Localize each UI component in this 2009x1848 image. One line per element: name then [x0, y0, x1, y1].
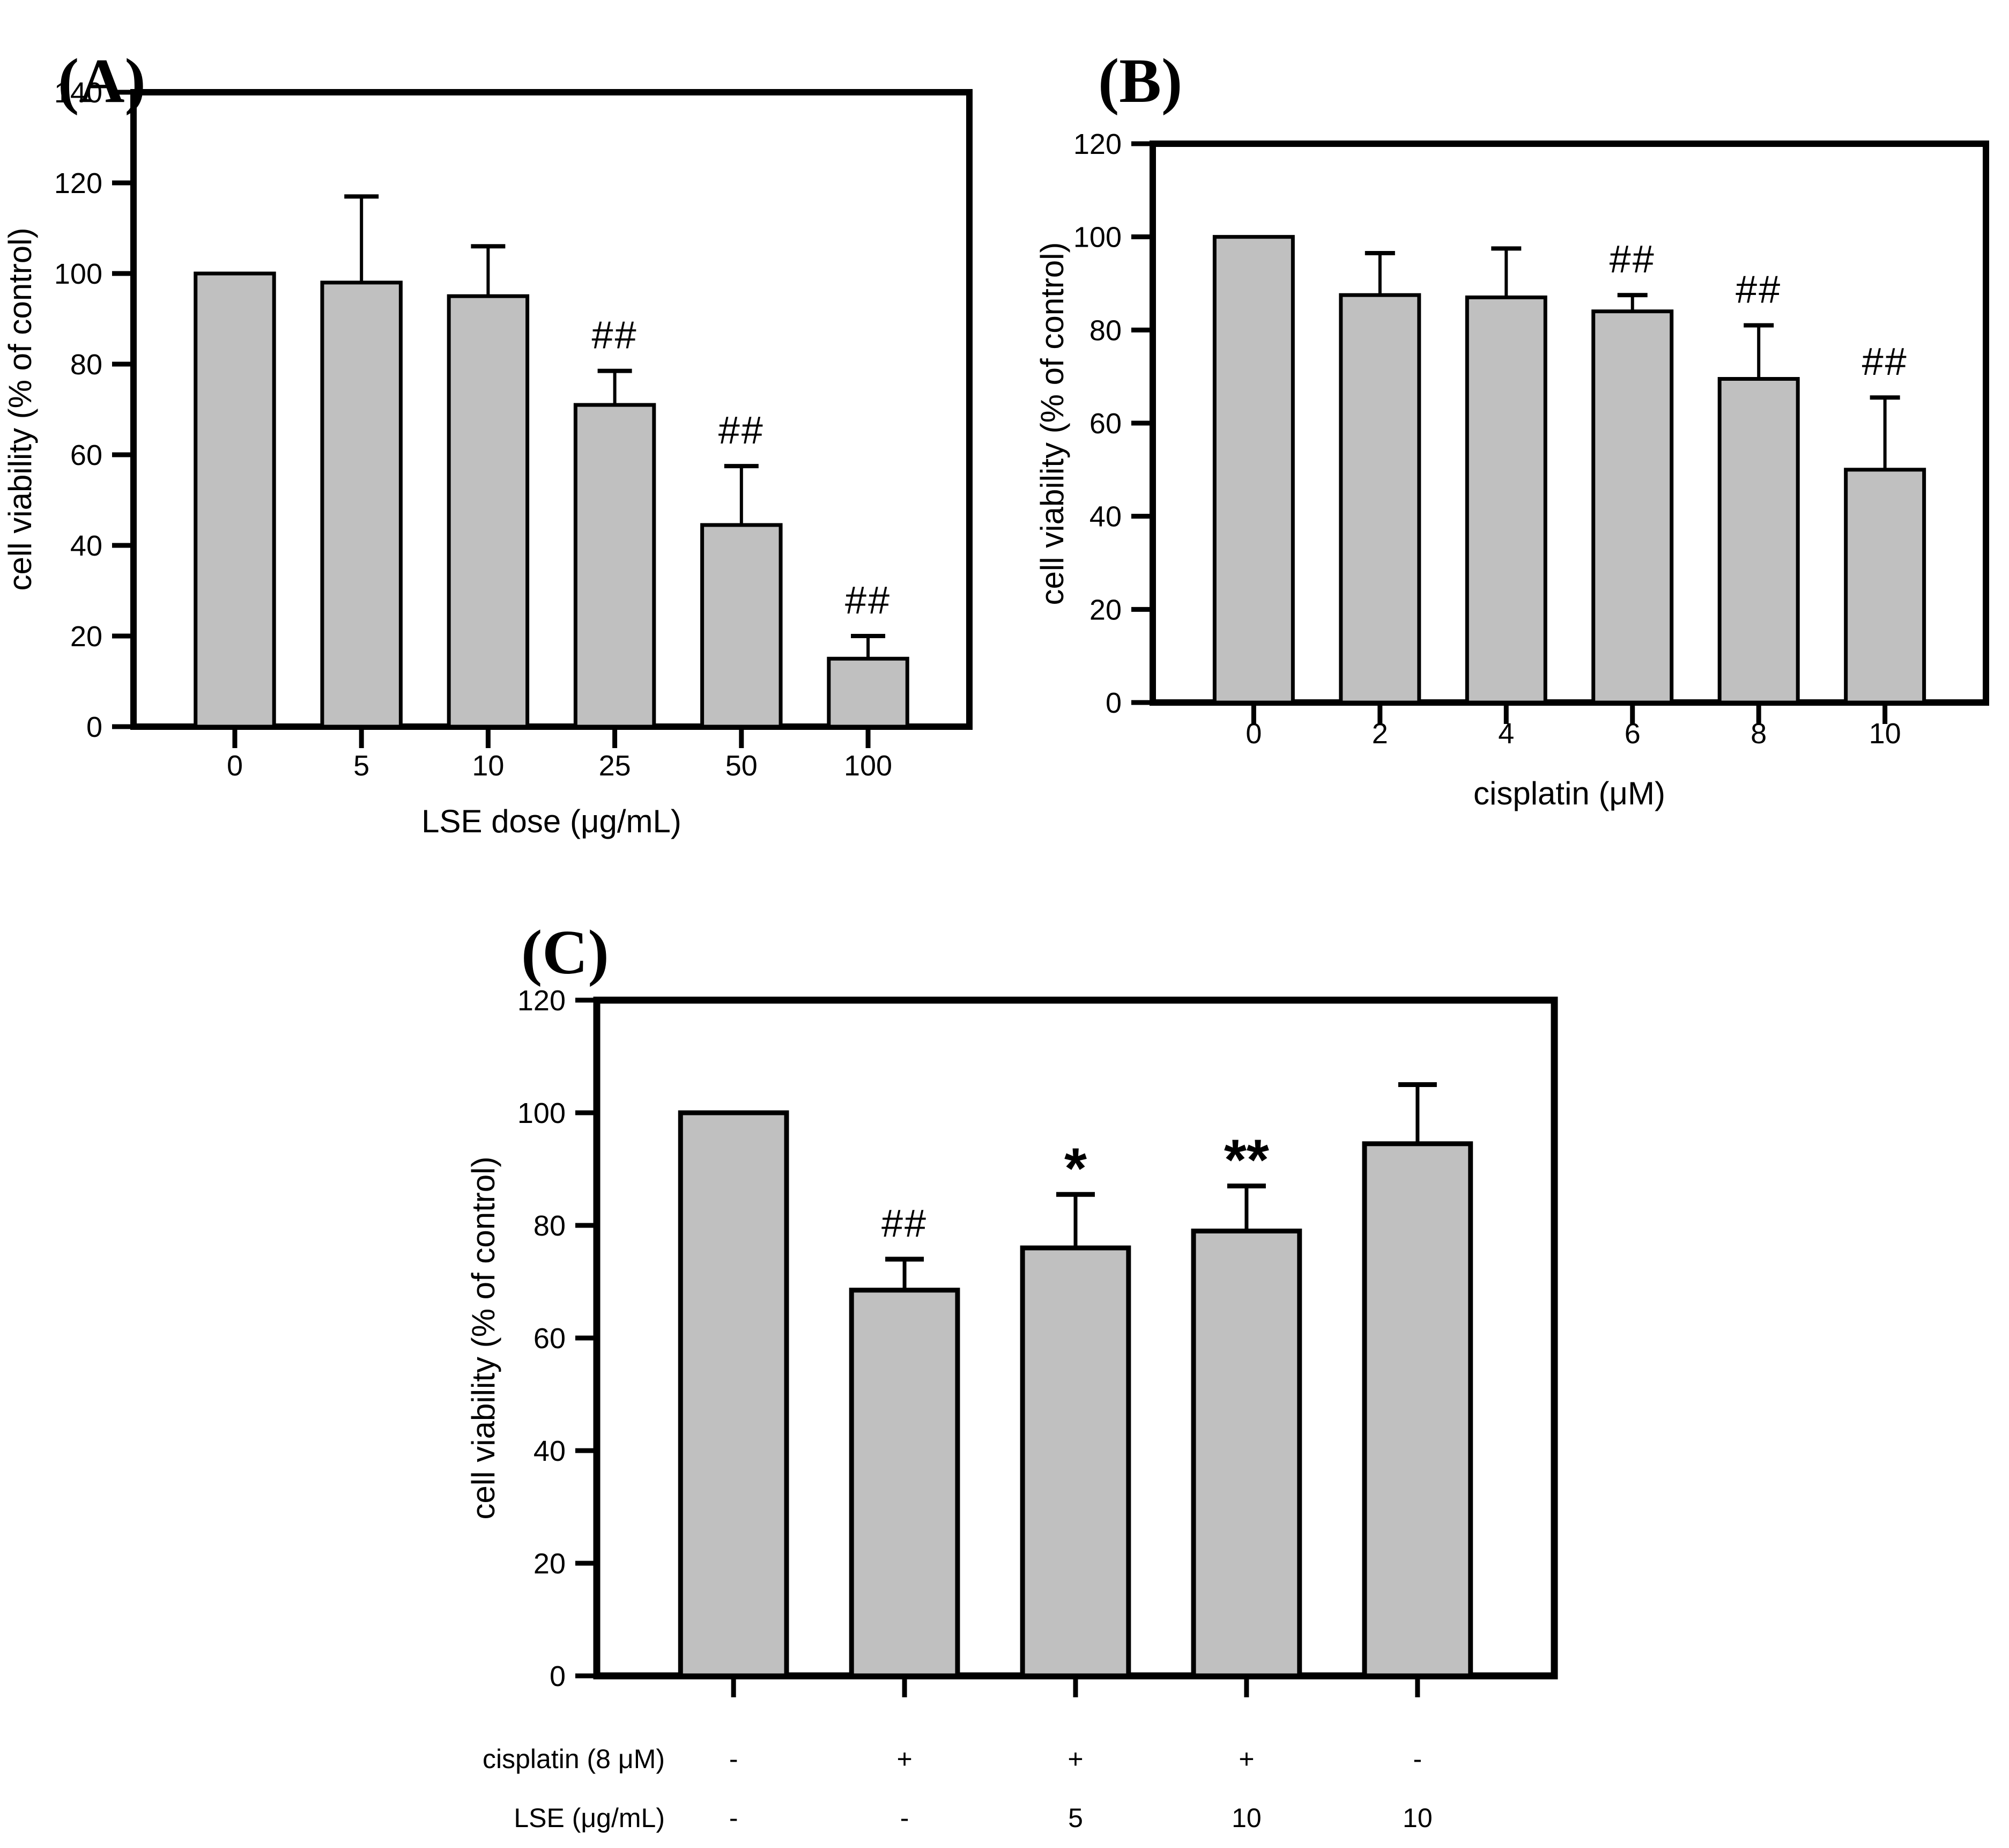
x-tick-label: 10	[472, 750, 504, 782]
y-tick-label: 60	[1089, 408, 1122, 440]
treatment-row-value: +	[896, 1744, 912, 1774]
bar	[678, 1110, 789, 1679]
significance-hash: ##	[1610, 238, 1656, 281]
treatment-row-label: cisplatin (8 μM)	[483, 1744, 665, 1774]
y-tick-label: 140	[54, 77, 102, 109]
y-tick-label: 20	[70, 620, 102, 653]
y-axis-title: cell viability (% of control)	[1034, 242, 1070, 605]
x-tick-label: 5	[353, 750, 369, 782]
bar	[1717, 377, 1800, 705]
chart-B-cisplatin-dose: 0 20 40 60 80 100 120 0 2 4 ## 6 ## 8 ## 10 cisplatin (μ…	[1034, 128, 1989, 811]
y-tick-label: 80	[1089, 314, 1122, 346]
treatment-row-value: -	[1413, 1744, 1422, 1774]
x-tick-label: 25	[599, 750, 631, 782]
treatment-row-label: LSE (μg/mL)	[514, 1803, 665, 1833]
plot-frame	[130, 89, 973, 730]
x-axis-title: LSE dose (μg/mL)	[421, 803, 681, 839]
y-tick-label: 40	[1089, 501, 1122, 533]
bar	[1339, 293, 1421, 705]
treatment-row-value: +	[1067, 1744, 1083, 1774]
treatment-row-value: -	[729, 1803, 738, 1833]
y-tick-label: 20	[533, 1548, 566, 1580]
significance-hash: ##	[1736, 269, 1782, 312]
bar	[1362, 1141, 1473, 1679]
y-tick-label: 0	[86, 711, 102, 743]
bar	[1212, 235, 1295, 705]
y-tick-label: 60	[533, 1322, 566, 1355]
x-tick-label: 100	[844, 750, 892, 782]
y-tick-label: 40	[533, 1435, 566, 1467]
x-tick-label: 50	[725, 750, 758, 782]
y-tick-label: 60	[70, 439, 102, 471]
y-tick-label: 100	[1073, 221, 1122, 254]
y-tick-label: 20	[1089, 594, 1122, 626]
y-tick-label: 100	[517, 1097, 566, 1129]
treatment-row-value: 10	[1232, 1803, 1262, 1833]
treatment-row-value: +	[1239, 1744, 1254, 1774]
significance-hash: ##	[1862, 341, 1908, 383]
y-axis-title: cell viability (% of control)	[465, 1157, 501, 1520]
treatment-row-value: -	[729, 1744, 738, 1774]
chart-A-lse-dose: 0 20 40 60 80 100 120 140 0 5 10 ## 25 ## 50 ## 100 LSE d…	[2, 77, 973, 839]
panel-label-C: (C)	[521, 917, 609, 987]
significance-hash: ##	[592, 314, 638, 357]
x-tick-label: 4	[1498, 718, 1514, 750]
bar	[1191, 1229, 1302, 1679]
bar	[573, 403, 656, 729]
y-tick-label: 40	[70, 530, 102, 562]
bar	[194, 271, 276, 729]
significance-hash: ##	[845, 579, 891, 622]
treatment-row-value: 10	[1403, 1803, 1433, 1833]
treatment-row-value: 5	[1068, 1803, 1083, 1833]
y-axis-title: cell viability (% of control)	[2, 228, 38, 591]
bar	[700, 523, 783, 729]
bar	[1591, 309, 1674, 705]
bar	[1465, 295, 1547, 705]
x-axis-title: cisplatin (μM)	[1473, 775, 1665, 811]
bar	[849, 1288, 960, 1679]
bar	[827, 656, 909, 729]
x-tick-label: 6	[1625, 718, 1641, 750]
y-tick-label: 120	[54, 167, 102, 199]
x-tick-label: 10	[1869, 718, 1901, 750]
y-tick-label: 80	[533, 1210, 566, 1242]
y-tick-label: 100	[54, 258, 102, 290]
significance-star: *	[1064, 1135, 1087, 1200]
treatment-row-value: -	[900, 1803, 909, 1833]
x-tick-label: 8	[1751, 718, 1767, 750]
bar	[1020, 1245, 1131, 1679]
significance-hash: ##	[718, 409, 765, 452]
bar	[447, 294, 530, 729]
bar	[1844, 468, 1926, 705]
panel-label-B: (B)	[1098, 46, 1182, 116]
y-tick-label: 120	[1073, 128, 1122, 160]
x-tick-label: 0	[227, 750, 243, 782]
significance-hash: ##	[881, 1202, 928, 1245]
x-tick-label: 2	[1372, 718, 1388, 750]
y-tick-label: 80	[70, 349, 102, 381]
bar	[320, 280, 403, 729]
y-tick-label: 0	[550, 1660, 566, 1692]
y-tick-label: 120	[517, 985, 566, 1017]
y-tick-label: 0	[1106, 687, 1122, 719]
significance-star: **	[1224, 1127, 1269, 1192]
x-tick-label: 0	[1246, 718, 1262, 750]
